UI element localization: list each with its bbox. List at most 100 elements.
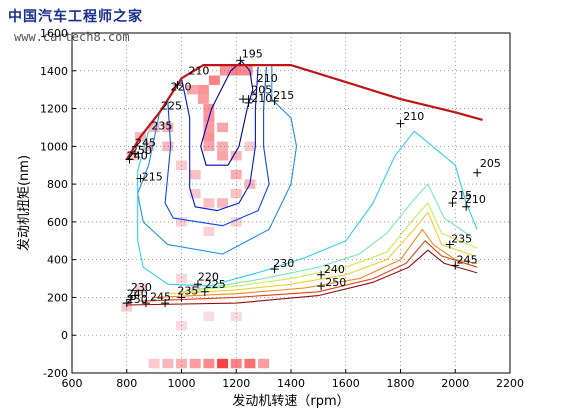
heat-cell [162,358,174,369]
heat-cell [197,94,209,104]
plus-marker [317,282,326,291]
contour-label: 230 [273,257,294,270]
heat-cell [203,226,215,237]
x-tick-label: 1000 [168,377,196,390]
heat-cell [217,151,229,161]
heat-cell [217,122,229,133]
y-tick-label: -200 [43,367,68,380]
contour-label: 220 [198,270,219,283]
contour-line-250 [126,249,478,306]
contour-label: 245 [150,290,171,303]
contour-label: 240 [324,263,345,276]
torque-curve [125,63,483,161]
x-tick-label: 1200 [222,377,250,390]
plus-marker [141,299,150,308]
contour-line-205 [180,66,259,212]
contour-label: 250 [131,144,152,157]
y-tick-label: 1000 [40,140,68,153]
contour-label: 240 [127,150,148,163]
y-tick-label: 600 [47,216,68,229]
heat-cell [208,75,220,85]
plus-marker [173,80,182,89]
contour-label: 235 [451,233,472,246]
heat-cell [217,358,229,369]
contour-label: 220 [171,81,192,94]
x-tick-label: 800 [116,377,137,390]
heat-cell [162,122,174,133]
plus-marker [270,265,279,274]
heat-cell [203,358,215,369]
plus-marker [130,291,139,300]
plus-marker [448,199,457,207]
heat-cell [176,358,187,369]
contour-label: 215 [273,89,294,102]
plus-marker [161,299,170,308]
heat-cell [148,358,160,369]
heat-cell [241,66,253,76]
x-tick-label: 1800 [387,377,415,390]
max-torque-line [125,63,483,161]
x-tick-label: 2200 [496,377,524,390]
x-axis-label: 发动机转速（rpm） [232,393,349,409]
contour-line-220 [137,130,478,287]
contour-label: 210 [251,92,272,105]
heat-cell [189,169,201,180]
contour-label: 245 [135,136,156,149]
plus-marker [200,287,209,296]
heat-cell [203,198,215,208]
y-tick-label: 200 [47,291,68,304]
contour-label: 215 [142,170,163,183]
contour-label: 205 [480,157,501,170]
contour-label: 215 [451,189,472,202]
heat-cell [148,122,160,133]
contour-lines [126,60,478,306]
contour-line-195 [200,60,254,166]
plus-marker [193,280,202,289]
watermark-site-name: 中国汽车工程师之家 [8,9,143,25]
y-tick-label: 1600 [40,27,68,40]
contour-line-230 [181,202,478,293]
y-tick-labels: -200 0 200 400 600 800 1000 1200 1400 1600 [40,27,76,380]
heat-cell [189,283,201,293]
heat-cell [203,122,215,133]
heat-cell [217,141,229,152]
y-tick-label: 1400 [40,65,68,78]
contour-label: 235 [151,119,172,132]
contour-label: 205 [251,83,272,96]
contour-label: 195 [242,48,263,61]
contour-label: 210 [465,193,486,206]
contour-markers [122,56,482,308]
heat-cell [230,358,242,369]
heat-cell [230,151,242,161]
plus-marker [244,98,253,107]
x-tick-label: 2000 [441,377,469,390]
contour-line-210 [164,66,270,227]
heat-cell [219,66,231,76]
heat-cell [244,358,256,369]
heat-cell [162,141,174,152]
contour-label: 225 [161,100,182,113]
plus-marker [445,240,454,249]
heat-cell [203,132,215,142]
heat-cell [203,311,215,322]
contour-label: 235 [177,285,198,298]
contour-line-225 [195,183,473,291]
y-tick-label: 0 [61,329,68,342]
y-tick-label: 1200 [40,103,68,116]
contour-line-245 [140,240,478,302]
plus-marker [236,56,245,65]
heat-cell [258,358,270,369]
contour-label: 210 [403,110,424,123]
plus-marker [126,295,135,304]
plus-marker [451,261,460,270]
heat-cell [230,169,242,180]
contour-label: 240 [127,287,148,300]
contour-label: 250 [325,276,346,289]
plus-marker [177,293,186,302]
heat-cell [197,84,209,95]
heat-cell [189,358,201,369]
contour-line-240 [154,228,478,298]
plus-marker [130,149,139,158]
heat-cell [176,273,187,284]
plus-marker [317,270,326,279]
